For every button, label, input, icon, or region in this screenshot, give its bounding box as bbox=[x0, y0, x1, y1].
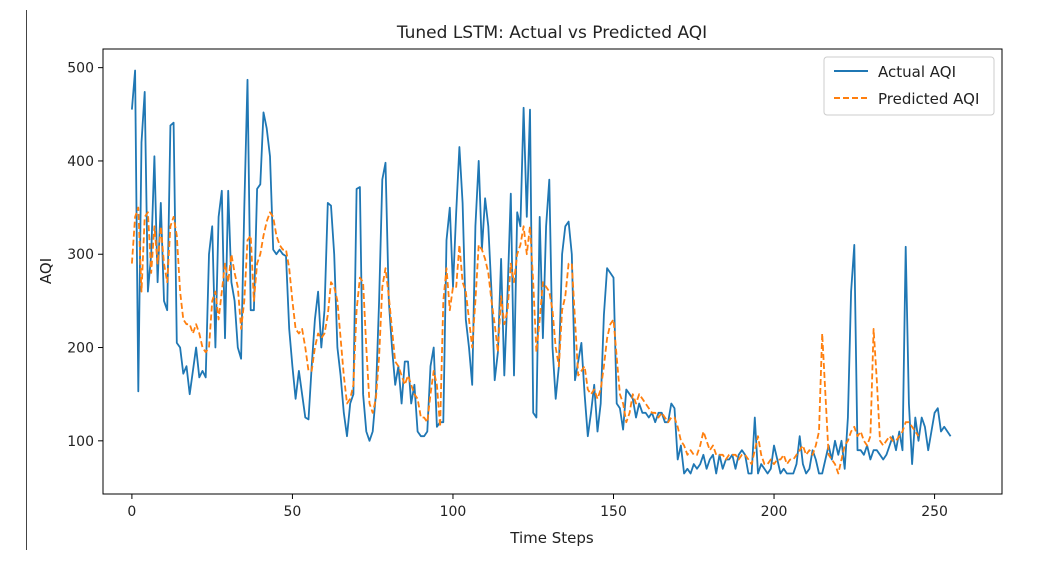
x-tick-label: 0 bbox=[127, 504, 136, 520]
x-tick-label: 250 bbox=[921, 504, 948, 520]
y-axis-label: AQI bbox=[37, 258, 55, 284]
x-tick-label: 100 bbox=[440, 504, 467, 520]
legend: Actual AQI Predicted AQI bbox=[823, 56, 995, 116]
y-tick-label: 500 bbox=[67, 61, 94, 77]
chart-title: Tuned LSTM: Actual vs Predicted AQI bbox=[396, 23, 707, 43]
x-axis-label: Time Steps bbox=[509, 529, 594, 547]
x-tick-label: 200 bbox=[761, 504, 788, 520]
plot-frame bbox=[102, 48, 1003, 495]
cell-left-border bbox=[26, 10, 27, 550]
predicted-aqi-line bbox=[131, 206, 920, 475]
y-tick-label: 100 bbox=[67, 434, 94, 450]
x-tick-label: 150 bbox=[600, 504, 627, 520]
series-layer bbox=[131, 69, 952, 475]
actual-aqi-line bbox=[131, 69, 952, 475]
y-tick-label: 400 bbox=[67, 154, 94, 170]
x-tick-label: 50 bbox=[284, 504, 302, 520]
x-axis-ticks: 0 50 100 150 200 250 bbox=[127, 494, 948, 520]
y-tick-label: 200 bbox=[67, 341, 94, 357]
legend-label-predicted: Predicted AQI bbox=[878, 90, 979, 108]
legend-label-actual: Actual AQI bbox=[878, 63, 956, 81]
y-axis-ticks: 100 200 300 400 500 bbox=[67, 61, 103, 450]
y-tick-label: 300 bbox=[67, 247, 94, 263]
